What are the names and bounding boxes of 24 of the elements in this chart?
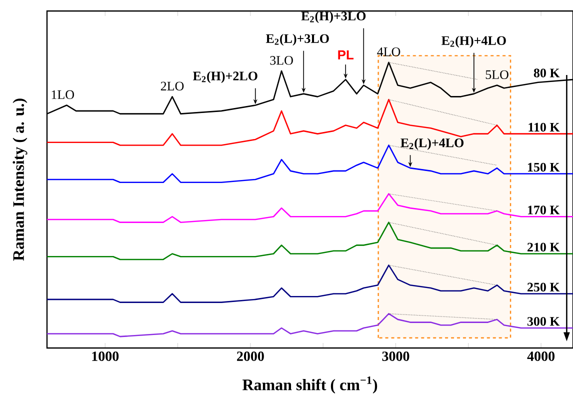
- series-label: 300 K: [527, 317, 560, 326]
- annotation: 5LO: [486, 70, 508, 80]
- annotation: E$_{2}$(L)+3LO: [266, 34, 329, 46]
- annotation: E$_{2}$(H)+2LO: [193, 71, 258, 84]
- series-label: 170 K: [528, 206, 560, 214]
- x-tick-label: 2000: [237, 352, 264, 361]
- annotation: E$_{2}$(H)+4LO: [442, 36, 506, 48]
- annotation: 1LO: [52, 90, 74, 100]
- annotation: E$_{2}$(L)+4LO: [400, 138, 464, 150]
- annotation: 2LO: [160, 82, 184, 90]
- annotation: 3LO: [270, 56, 293, 65]
- series-label: 150 K: [528, 162, 560, 172]
- series-label: 110 K: [528, 122, 560, 132]
- x-axis-title: Raman shift ( cm$^{−1}$): [242, 376, 378, 394]
- x-tick-label: 3000: [382, 352, 410, 361]
- x-tick-label: 1000: [92, 352, 119, 361]
- series-label: 80 K: [534, 68, 560, 78]
- annotation: 4LO: [377, 47, 400, 56]
- series-label: 210 K: [528, 242, 560, 252]
- annotation: E$_{2}$(H)+3LO: [301, 11, 366, 24]
- x-tick-label: 4000: [527, 352, 555, 361]
- y-axis-title: Raman Intensity ( a. u.): [12, 98, 28, 261]
- series-label: 250 K: [528, 282, 560, 292]
- annotation: PL: [338, 50, 354, 60]
